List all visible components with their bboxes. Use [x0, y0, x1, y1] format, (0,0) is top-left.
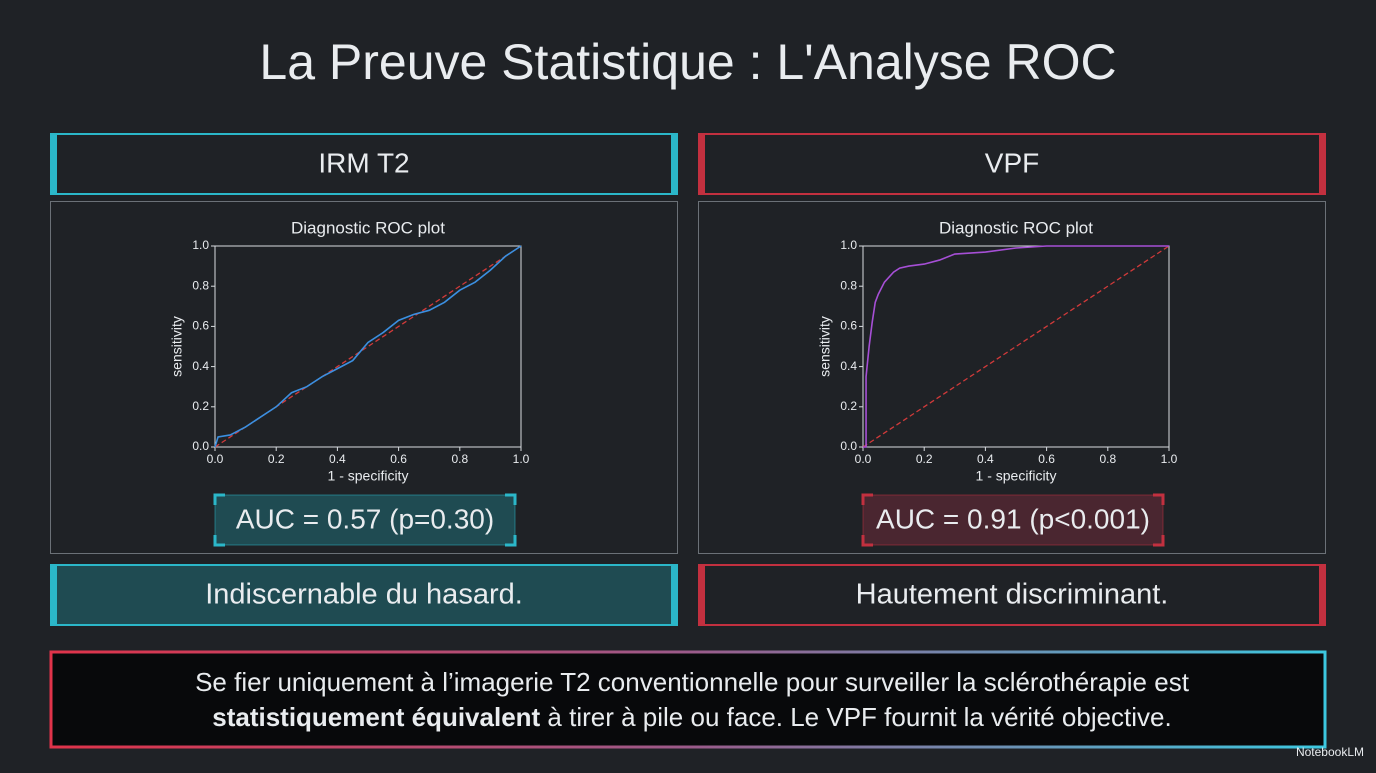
conclusion-box — [49, 650, 1327, 749]
corner-bracket — [505, 493, 517, 505]
x-tick-label: 0.4 — [977, 452, 994, 466]
verdict: Indiscernable du hasard. — [205, 579, 523, 611]
x-tick-label: 0.6 — [390, 452, 407, 466]
chart-title: Diagnostic ROC plot — [939, 218, 1093, 237]
corner-bracket — [861, 535, 873, 547]
y-tick-label: 0.8 — [840, 278, 857, 292]
x-tick-label: 0.2 — [916, 452, 933, 466]
corner-bracket — [505, 535, 517, 547]
corner-bracket — [213, 535, 225, 547]
y-tick-label: 0.6 — [192, 319, 209, 333]
accent-bar — [1319, 564, 1326, 626]
annotation-box — [862, 494, 1164, 546]
corner-bracket — [1153, 493, 1165, 505]
accent-bar — [671, 564, 678, 626]
y-tick-label: 0.0 — [192, 439, 209, 453]
roc-curve — [214, 245, 522, 448]
chart-box — [698, 201, 1326, 554]
chart-box — [50, 201, 678, 554]
corner-bracket — [861, 493, 873, 505]
plot-frame — [214, 245, 522, 448]
slide-title: La Preuve Statistique : L'Analyse ROC — [259, 34, 1116, 90]
conclusion-bold: statistiquement équivalent — [212, 702, 540, 732]
accent-bar — [50, 564, 57, 626]
x-tick-label: 0.6 — [1038, 452, 1055, 466]
roc-curve — [863, 245, 1169, 448]
y-tick-label: 0.6 — [840, 319, 857, 333]
x-tick-label: 0.8 — [451, 452, 468, 466]
x-tick-label: 0.8 — [1099, 452, 1116, 466]
corner-bracket — [213, 493, 225, 505]
conclusion-text: à tirer à pile ou face. Le VPF fournit l… — [540, 702, 1172, 732]
y-tick-label: 0.2 — [192, 399, 209, 413]
panel-header: IRM T2 — [318, 147, 409, 178]
y-tick-label: 0.4 — [840, 359, 857, 373]
x-axis-label: 1 - specificity — [328, 468, 409, 484]
conclusion-line: statistiquement équivalent à tirer à pil… — [212, 702, 1172, 732]
y-axis-label: sensitivity — [169, 316, 185, 377]
panel-header: VPF — [985, 147, 1039, 178]
chart-title: Diagnostic ROC plot — [291, 218, 445, 237]
footer: NotebookLM — [1296, 745, 1364, 759]
verdict-box — [50, 564, 678, 626]
verdict: Hautement discriminant. — [856, 579, 1169, 611]
y-tick-label: 0.4 — [192, 359, 209, 373]
x-tick-label: 0.0 — [207, 452, 224, 466]
reference-line — [862, 245, 1170, 448]
annotation: AUC = 0.57 (p=0.30) — [236, 503, 494, 534]
x-tick-label: 0.2 — [268, 452, 285, 466]
y-tick-label: 0.0 — [840, 439, 857, 453]
accent-bar — [1319, 133, 1326, 195]
x-tick-label: 1.0 — [513, 452, 530, 466]
y-axis-label: sensitivity — [817, 316, 833, 377]
plot-frame — [862, 245, 1170, 448]
conclusion-line: Se fier uniquement à l’imagerie T2 conve… — [195, 667, 1190, 697]
y-tick-label: 0.2 — [840, 399, 857, 413]
x-axis-label: 1 - specificity — [976, 468, 1057, 484]
annotation: AUC = 0.91 (p<0.001) — [876, 503, 1150, 534]
y-tick-label: 0.8 — [192, 278, 209, 292]
x-tick-label: 0.0 — [855, 452, 872, 466]
annotation-box — [214, 494, 516, 546]
x-tick-label: 0.4 — [329, 452, 346, 466]
x-tick-label: 1.0 — [1161, 452, 1178, 466]
accent-bar — [698, 133, 705, 195]
y-tick-label: 1.0 — [192, 238, 209, 252]
y-tick-label: 1.0 — [840, 238, 857, 252]
accent-bar — [698, 564, 705, 626]
accent-bar — [50, 133, 57, 195]
corner-bracket — [1153, 535, 1165, 547]
panels: IRM T2 Diagnostic ROC plot 0.0 0.2 0.4 0.6 0.8… — [50, 133, 1326, 626]
accent-bar — [671, 133, 678, 195]
reference-line — [214, 245, 522, 448]
